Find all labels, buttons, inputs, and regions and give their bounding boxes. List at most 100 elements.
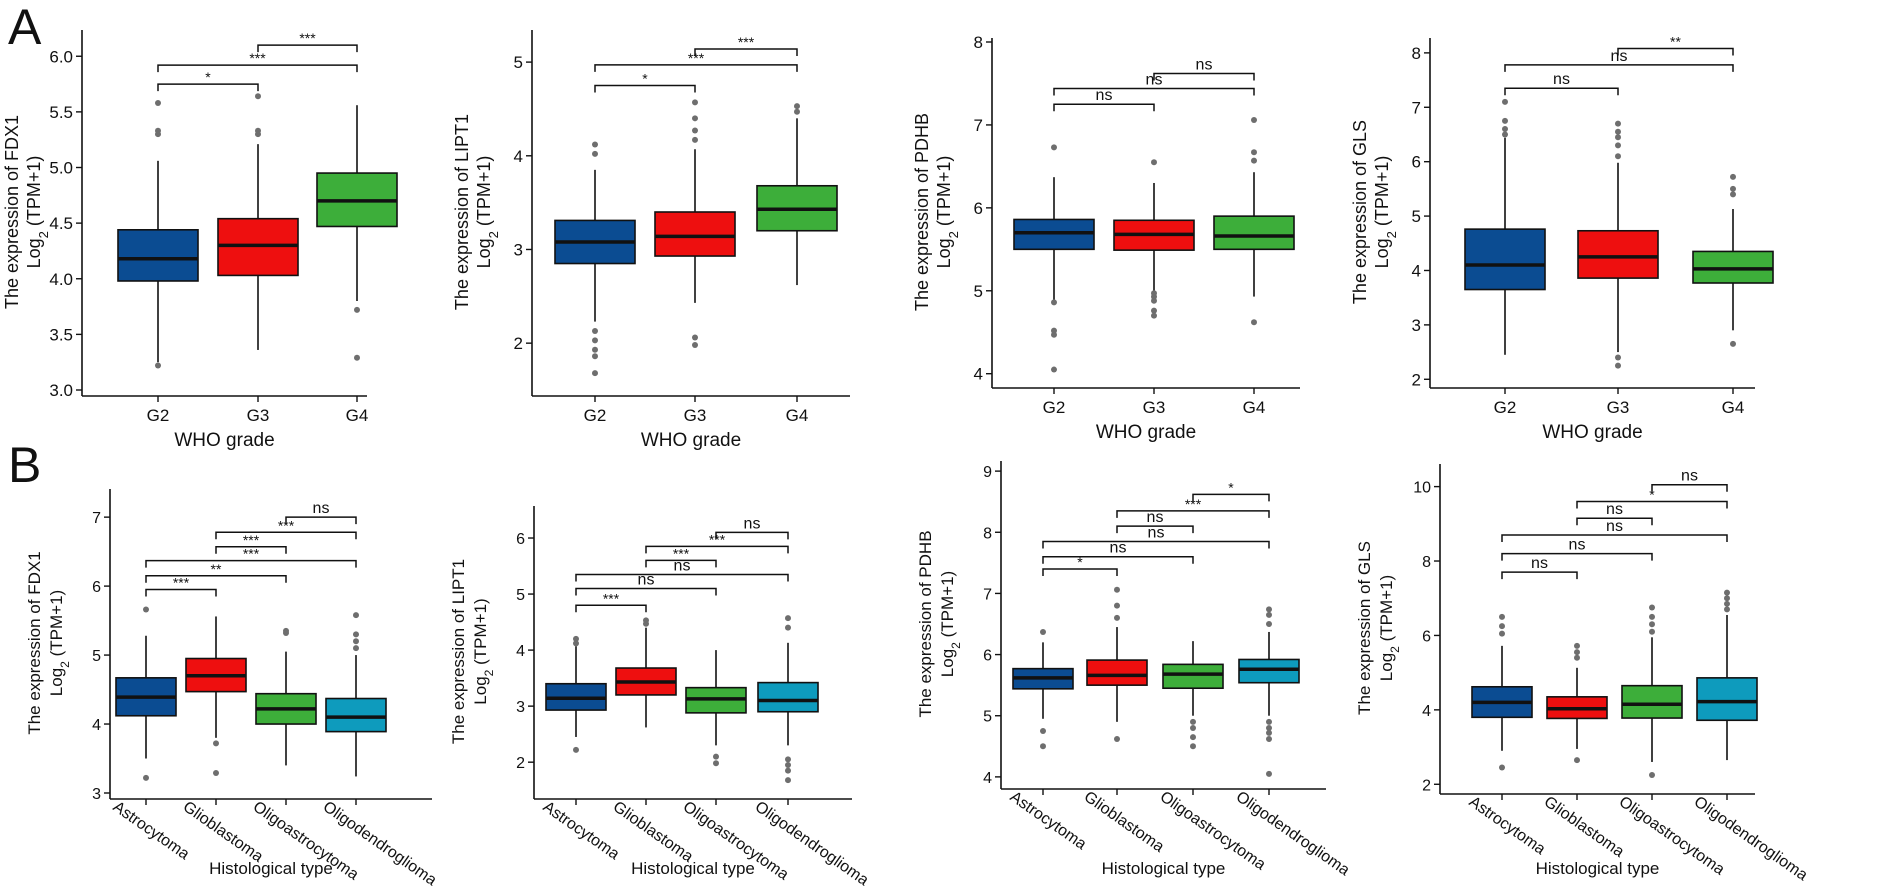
b4-outlier-point: [1649, 613, 1655, 620]
b4-y-axis-title: The expression of GLS: [1355, 541, 1374, 715]
b2-outlier-point: [785, 615, 791, 622]
b4-y-tick-label: 6: [1422, 628, 1431, 645]
b4-sig-bracket: [1501, 534, 1728, 542]
a2-y-tick-label: 4: [514, 147, 523, 166]
a1-y-tick-label: 5.0: [49, 159, 73, 178]
a3-box-g4: [1213, 215, 1295, 251]
b2-sig-label: ***: [709, 531, 726, 547]
b1-outlier-point: [213, 770, 219, 776]
b4-outlier-point: [1574, 757, 1580, 764]
a3-x-tick-label: G2: [1043, 398, 1066, 417]
a1-sig-bracket: [257, 44, 358, 53]
a4-outlier-point: [1615, 128, 1621, 135]
b4-outlier-point: [1499, 613, 1505, 620]
b1-sig-bracket: [215, 546, 287, 554]
b3-y-tick-label: 9: [983, 464, 992, 481]
b3-x-axis-title: Histological type: [1102, 859, 1226, 878]
a2-outlier-point: [794, 108, 800, 115]
b1-y-tick-label: 5: [92, 648, 101, 665]
a1-sig-bracket: [157, 64, 358, 73]
b2-sig-label: ns: [674, 557, 691, 574]
b2-sig-label: ***: [603, 590, 620, 606]
b3-y-axis-title: The expression of PDHB: [916, 530, 935, 717]
b3-sig-bracket: [1192, 493, 1270, 502]
a3-y-tick-label: 8: [974, 33, 983, 52]
b3-outlier-point: [1190, 743, 1196, 750]
a4-box-g3: [1577, 229, 1659, 279]
b4-sig-bracket: [1501, 571, 1578, 580]
b2-outlier-point: [785, 624, 791, 631]
a1-outlier-point: [155, 99, 161, 106]
b1-sig-label: **: [211, 561, 222, 577]
b3-sig-label: ns: [1110, 540, 1127, 557]
a2-x-tick-label: G3: [684, 406, 707, 425]
a4-sig-label: ns: [1611, 48, 1628, 65]
a4-sig-label: ns: [1553, 71, 1570, 88]
b4-sig-label: ns: [1569, 537, 1586, 554]
a2-outlier-point: [692, 136, 698, 143]
a4-sig-bracket: [1617, 47, 1734, 56]
b3-sig-bracket: [1042, 555, 1194, 564]
b1-outlier-point: [213, 740, 219, 747]
a2-sig-label: ***: [738, 34, 755, 50]
b1-outlier-point: [353, 638, 359, 645]
b3-y-tick-label: 4: [983, 770, 992, 787]
a2-sig-label: *: [642, 71, 648, 87]
a4-x-tick-label: G3: [1607, 398, 1630, 417]
b4-x-axis-title: Histological type: [1536, 859, 1660, 878]
a4-y-tick-label: 8: [1412, 44, 1421, 63]
b1-sig-label: ***: [278, 517, 295, 533]
b2-y-tick-label: 3: [516, 699, 525, 716]
a4-x-tick-label: G4: [1722, 398, 1745, 417]
b3-outlier-point: [1190, 724, 1196, 731]
a3-sig-label: ns: [1096, 87, 1113, 104]
a3-outlier-point: [1051, 331, 1057, 338]
b3-outlier-point: [1190, 718, 1196, 725]
a1-x-axis-title: WHO grade: [174, 430, 274, 451]
b2-y-tick-label: 5: [516, 587, 525, 604]
b2-sig-bracket: [645, 559, 717, 568]
a1-outlier-point: [354, 306, 360, 313]
b4-sig-label: ns: [1606, 518, 1623, 535]
a3-outlier-point: [1051, 366, 1057, 373]
b3-outlier-point: [1040, 743, 1046, 750]
a4-y-tick-label: 6: [1412, 153, 1421, 172]
b1-sig-label: ***: [243, 532, 260, 548]
b3-box-oligoastrocytoma: [1162, 663, 1224, 690]
b3-y-tick-label: 8: [983, 525, 992, 542]
a3-x-tick-label: G3: [1143, 398, 1166, 417]
b2-outlier-point: [573, 746, 579, 753]
a1-x-tick-label: G4: [346, 406, 369, 425]
a3-outlier-point: [1151, 312, 1157, 319]
a3-outlier-point: [1151, 290, 1157, 297]
a4-outlier-point: [1615, 142, 1621, 149]
a4-outlier-point: [1730, 340, 1736, 347]
a4-y-tick-label: 5: [1412, 207, 1421, 226]
b4-outlier-point: [1649, 628, 1655, 635]
a2-y-tick-label: 3: [514, 240, 523, 259]
b1-sig-bracket: [215, 531, 357, 540]
a4-outlier-point: [1615, 362, 1621, 369]
b3-sig-label: ns: [1147, 509, 1164, 526]
b4-sig-label: ns: [1531, 555, 1548, 572]
b4-y-axis-unit: Log2 (TPM+1): [1377, 575, 1402, 681]
b4-sig-label: ns: [1606, 501, 1623, 518]
a1-sig-bracket: [157, 83, 259, 92]
a4-outlier-point: [1502, 131, 1508, 138]
b2-outlier-point: [573, 635, 579, 642]
a1-y-tick-label: 3.5: [49, 325, 73, 344]
b2-sig-label: ns: [638, 571, 655, 588]
a4-y-axis-title: The expression of GLS: [1350, 120, 1370, 304]
panel-label-b: B: [8, 437, 42, 493]
a4-y-tick-label: 4: [1412, 261, 1421, 280]
b2-outlier-point: [643, 617, 649, 624]
b3-outlier-point: [1114, 602, 1120, 609]
a4-outlier-point: [1730, 173, 1736, 180]
a1-y-axis-unit: Log2 (TPM+1): [24, 156, 51, 269]
b2-y-axis-title: The expression of LIPT1: [449, 559, 468, 744]
a2-outlier-point: [592, 141, 598, 148]
a2-outlier-point: [692, 127, 698, 134]
a2-y-tick-label: 5: [514, 53, 523, 72]
b2-sig-bracket: [715, 531, 789, 540]
b1-y-tick-label: 7: [92, 510, 101, 527]
